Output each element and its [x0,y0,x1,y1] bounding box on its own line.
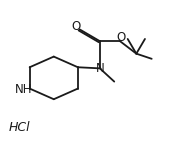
Text: NH: NH [15,83,33,96]
Text: N: N [95,62,104,75]
Text: O: O [116,31,126,44]
Text: O: O [71,20,80,33]
Text: HCl: HCl [8,121,30,134]
